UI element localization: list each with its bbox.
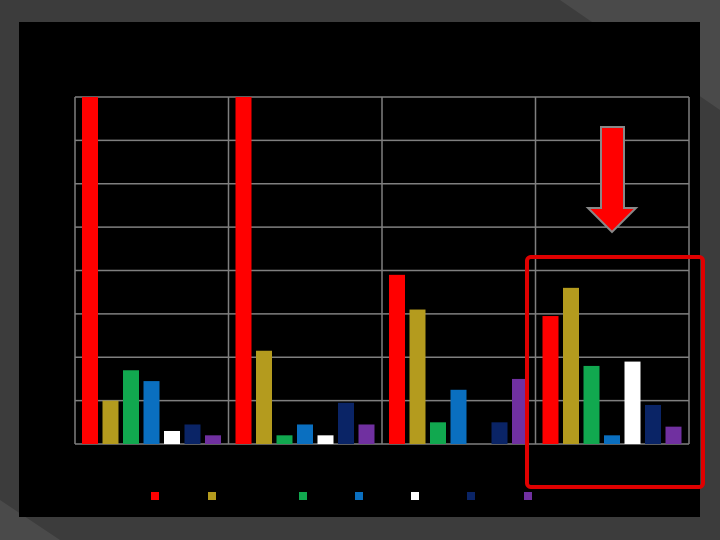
bar <box>389 274 405 444</box>
bar <box>164 430 180 444</box>
legend-swatch <box>524 492 532 500</box>
decor <box>0 500 60 540</box>
bar <box>102 400 119 444</box>
bar <box>358 424 375 444</box>
bar <box>563 287 579 444</box>
bar <box>317 435 334 444</box>
plot-area <box>74 96 690 500</box>
bar <box>235 97 252 444</box>
bar <box>205 435 221 444</box>
bar <box>624 361 641 444</box>
legend-swatch <box>299 492 307 500</box>
legend-swatch <box>151 492 159 500</box>
bar <box>542 316 559 444</box>
bar <box>184 424 201 444</box>
bar <box>276 435 293 444</box>
bar <box>297 424 313 444</box>
bar <box>256 350 272 444</box>
arrow <box>585 126 639 234</box>
legend-swatch <box>355 492 363 500</box>
bar <box>645 404 661 444</box>
bar <box>583 365 600 444</box>
bar <box>491 422 508 444</box>
legend-swatch <box>411 492 419 500</box>
bar <box>665 426 682 444</box>
bar <box>450 389 467 444</box>
bar <box>512 378 528 444</box>
legend-swatch <box>467 492 475 500</box>
bar <box>143 381 160 444</box>
bar <box>604 435 620 444</box>
legend-swatch <box>208 492 216 500</box>
highlight-box <box>525 255 705 489</box>
bar <box>409 309 426 444</box>
bar <box>123 370 139 444</box>
bar <box>338 402 354 444</box>
bar <box>430 422 446 444</box>
bar <box>82 97 98 444</box>
